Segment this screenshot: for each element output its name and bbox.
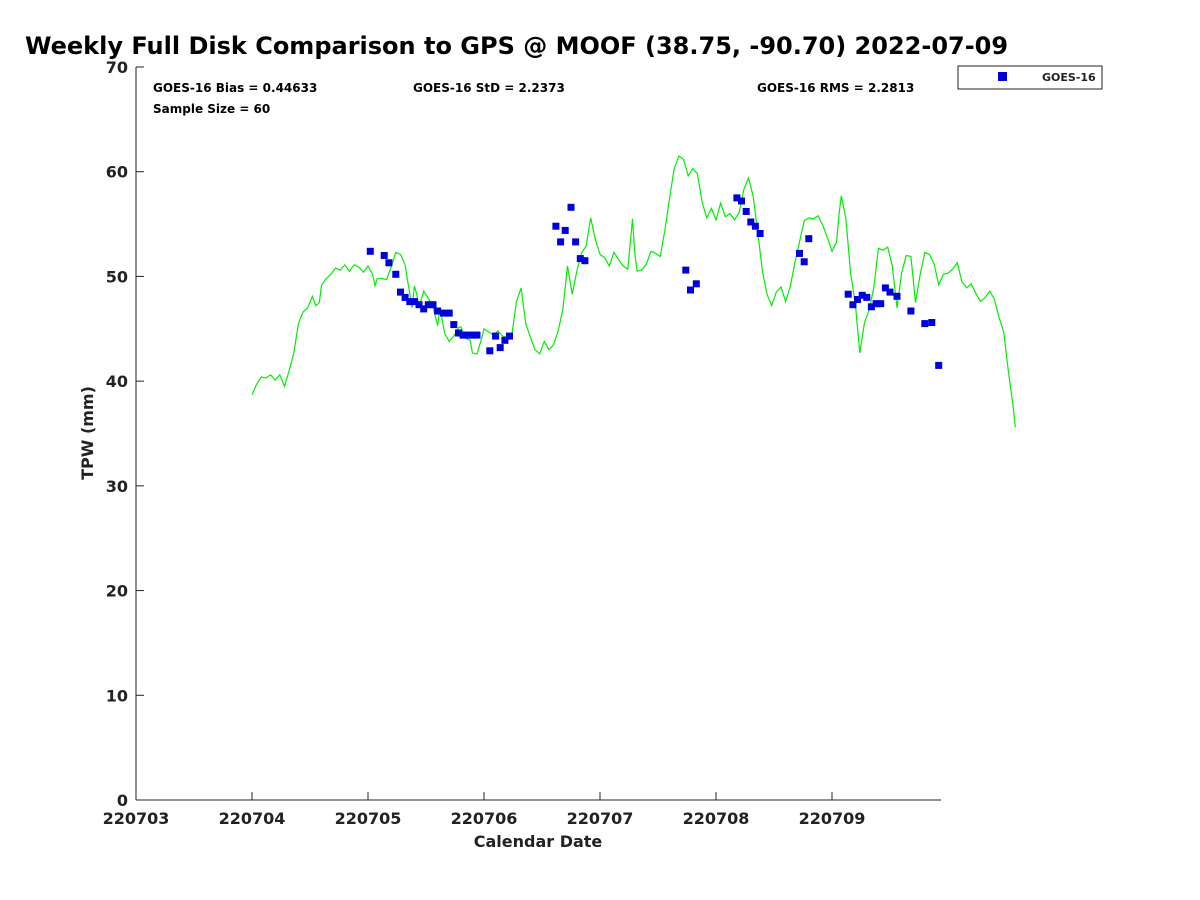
goes16-point <box>459 331 467 339</box>
x-axis-label: Calendar Date <box>474 832 603 851</box>
y-tick-label: 30 <box>106 477 128 496</box>
goes16-point <box>455 329 462 337</box>
y-tick-label: 10 <box>106 686 128 705</box>
goes16-point <box>439 309 447 317</box>
y-tick-label: 20 <box>106 582 128 601</box>
goes16-point <box>501 336 509 344</box>
goes16-point <box>420 305 428 313</box>
goes16-point <box>415 301 423 309</box>
goes16-point <box>687 286 694 294</box>
goes16-point <box>392 270 400 278</box>
goes16-point <box>406 298 414 306</box>
goes16-point <box>928 319 936 326</box>
goes16-point <box>844 290 852 298</box>
x-tick-label: 220704 <box>219 809 286 828</box>
goes16-point <box>907 307 915 315</box>
goes16-point <box>552 222 560 230</box>
bias-stat: GOES-16 Bias = 0.44633 <box>153 81 317 95</box>
goes16-point <box>800 258 808 266</box>
goes16-point <box>796 249 803 257</box>
y-axis-ticks: 0 10 20 30 40 50 60 70 <box>106 58 144 810</box>
plot-area <box>251 155 1016 428</box>
goes16-point <box>397 288 404 296</box>
chart-title: Weekly Full Disk Comparison to GPS @ MOO… <box>25 32 1008 60</box>
x-tick-label: 220707 <box>567 809 634 828</box>
y-tick-label: 50 <box>106 267 128 286</box>
goes16-point <box>805 235 813 243</box>
goes16-point <box>572 238 580 246</box>
x-tick-label: 220709 <box>799 809 866 828</box>
goes16-point <box>576 255 584 263</box>
goes16-point <box>921 320 929 328</box>
goes16-point <box>486 347 494 355</box>
y-tick-label: 0 <box>117 791 128 810</box>
goes16-point <box>567 203 575 211</box>
goes16-point <box>506 332 513 340</box>
goes16-point <box>492 332 500 340</box>
legend: GOES-16 <box>957 65 1103 90</box>
goes16-point <box>747 218 755 226</box>
goes16-point <box>473 331 481 339</box>
goes16-point <box>424 301 432 309</box>
goes16-point <box>464 331 472 339</box>
x-axis-ticks: 220703 220704 220705 220706 220707 220708 2207… <box>103 792 866 828</box>
legend-marker-goes16 <box>998 72 1007 81</box>
goes16-point <box>886 288 894 296</box>
goes16-point <box>756 230 764 237</box>
y-tick-label: 70 <box>106 58 128 77</box>
x-tick-label: 220706 <box>451 809 518 828</box>
goes16-point <box>380 252 388 259</box>
x-tick-label: 220708 <box>683 809 750 828</box>
goes16-point <box>401 293 409 301</box>
goes16-point <box>872 300 880 308</box>
goes16-point <box>496 344 504 352</box>
goes16-point <box>450 321 458 329</box>
goes16-point <box>858 291 866 299</box>
y-tick-label: 40 <box>106 372 128 391</box>
goes16-point <box>738 197 745 205</box>
goes16-point <box>581 257 589 265</box>
goes16-point <box>751 222 759 230</box>
goes16-point <box>445 309 453 317</box>
goes16-point <box>877 300 885 308</box>
x-tick-label: 220705 <box>335 809 402 828</box>
goes16-point <box>557 238 565 246</box>
y-tick-label: 60 <box>106 163 128 182</box>
gps-tpw-line <box>251 155 1016 428</box>
legend-box <box>957 65 1103 90</box>
goes16-point <box>854 296 861 303</box>
goes16-point <box>849 301 857 309</box>
y-axis-label: TPW (mm) <box>78 386 97 480</box>
legend-label-goes16: GOES-16 <box>1042 71 1096 84</box>
std-stat: GOES-16 StD = 2.2373 <box>413 81 565 95</box>
goes16-point <box>935 361 943 369</box>
goes16-point <box>742 208 750 215</box>
goes16-point <box>561 226 569 234</box>
goes16-point <box>429 301 437 309</box>
goes16-point <box>468 331 476 339</box>
goes16-point <box>863 293 871 301</box>
goes16-point <box>366 247 374 255</box>
goes16-point <box>692 280 700 288</box>
sample-size-stat: Sample Size = 60 <box>153 102 270 116</box>
goes16-point <box>881 284 889 292</box>
goes16-point <box>893 292 901 300</box>
goes16-point <box>410 298 418 306</box>
goes16-point <box>733 194 741 202</box>
goes16-point <box>385 259 393 267</box>
goes16-point <box>867 303 875 311</box>
goes16-point <box>682 266 690 274</box>
x-tick-label: 220703 <box>103 809 170 828</box>
goes16-point <box>434 307 442 315</box>
rms-stat: GOES-16 RMS = 2.2813 <box>757 81 914 95</box>
